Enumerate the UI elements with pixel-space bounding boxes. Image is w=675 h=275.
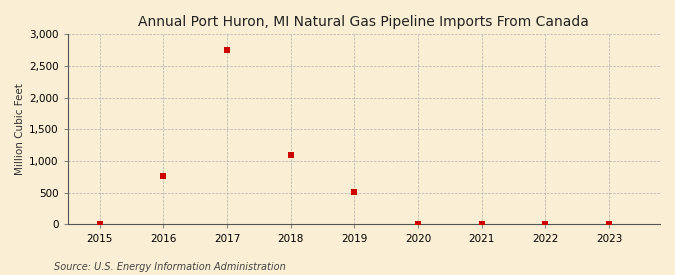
Point	[286, 153, 296, 158]
Title: Annual Port Huron, MI Natural Gas Pipeline Imports From Canada: Annual Port Huron, MI Natural Gas Pipeli…	[138, 15, 589, 29]
Point	[603, 222, 614, 227]
Point	[540, 222, 551, 227]
Point	[349, 190, 360, 194]
Y-axis label: Million Cubic Feet: Million Cubic Feet	[15, 84, 25, 175]
Point	[158, 174, 169, 178]
Point	[221, 48, 232, 52]
Point	[95, 222, 105, 227]
Text: Source: U.S. Energy Information Administration: Source: U.S. Energy Information Administ…	[54, 262, 286, 272]
Point	[412, 222, 423, 227]
Point	[477, 222, 487, 227]
